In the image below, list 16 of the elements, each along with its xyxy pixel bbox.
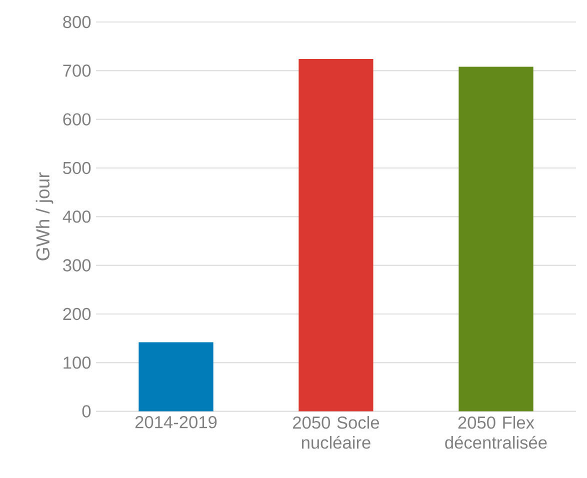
bar xyxy=(138,342,214,412)
y-tick-label: 600 xyxy=(63,113,91,126)
y-tick-label: 200 xyxy=(63,308,91,320)
y-tick-label: 300 xyxy=(63,259,91,272)
y-tick-label: 800 xyxy=(63,16,91,28)
y-axis-title: GWh / jour xyxy=(36,172,54,260)
bar xyxy=(458,66,534,412)
y-tick-label: 700 xyxy=(63,64,91,77)
x-tick-label: 2014-2019 xyxy=(135,416,217,428)
x-tick-label: 2050 Flex décentralisée xyxy=(445,416,547,449)
y-tick-label: 500 xyxy=(63,162,91,174)
y-tick-label: 400 xyxy=(62,210,91,223)
y-tick-label: 100 xyxy=(64,356,91,369)
x-tick-label: 2050 Socle nucléaire xyxy=(293,416,380,449)
y-tick-label: 0 xyxy=(82,405,91,418)
bar xyxy=(298,58,374,412)
